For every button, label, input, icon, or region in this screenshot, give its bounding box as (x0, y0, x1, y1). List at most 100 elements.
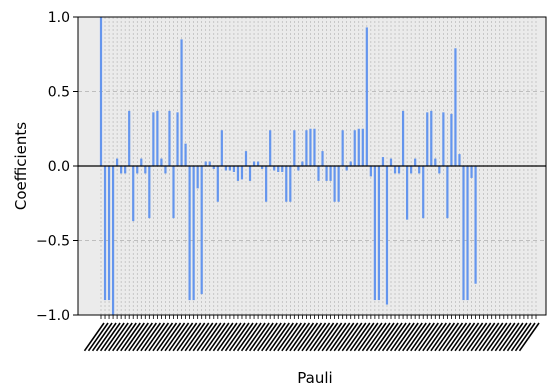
x-tick-label-glyphs (184, 322, 206, 352)
x-tick-label-glyphs (208, 322, 230, 352)
x-tick-label-glyphs (418, 322, 439, 352)
bar (277, 166, 280, 172)
bar (172, 166, 175, 219)
x-tick-label-glyphs (128, 322, 149, 352)
bar (216, 166, 219, 202)
x-tick-label-glyphs (398, 322, 419, 352)
x-tick-label-glyphs (228, 322, 250, 352)
bar (132, 166, 135, 222)
bar (152, 112, 155, 166)
x-tick-label-glyphs (244, 322, 266, 352)
x-tick-label-glyphs (180, 322, 202, 352)
bar (208, 161, 211, 166)
x-tick-label-glyphs (333, 322, 355, 352)
bar (200, 166, 203, 295)
x-tick-label-glyphs (277, 322, 298, 352)
x-tick-label-glyphs (458, 322, 480, 352)
bar (281, 166, 284, 172)
x-tick-label-glyphs (176, 322, 198, 352)
x-tick-label-glyphs (325, 322, 347, 352)
x-tick-label-glyphs (212, 322, 234, 352)
bar (418, 166, 421, 174)
bar (192, 166, 195, 301)
x-tick-label-glyphs (406, 322, 427, 352)
bar (180, 39, 183, 166)
bar (176, 112, 179, 166)
bar (120, 166, 123, 174)
x-tick-label-glyphs (438, 322, 460, 352)
x-tick-label-glyphs (490, 322, 512, 352)
bar (458, 154, 461, 166)
bar (136, 166, 139, 174)
bar (196, 166, 199, 189)
x-tick-label-glyphs (172, 322, 194, 352)
bar (446, 166, 449, 219)
x-tick-label-glyphs (204, 322, 226, 352)
x-tick-label-glyphs (144, 322, 166, 352)
x-tick-label-glyphs (281, 322, 303, 352)
x-tick-label-glyphs (240, 322, 262, 352)
x-tick-label-glyphs (369, 322, 391, 352)
bar (377, 166, 381, 301)
x-tick-label-glyphs (514, 322, 536, 352)
bar (164, 166, 167, 174)
x-tick-label-glyphs (261, 322, 282, 352)
x-tick-label-glyphs (506, 322, 528, 352)
x-tick-label-glyphs (120, 322, 141, 352)
bar (329, 166, 332, 181)
bar (293, 130, 296, 166)
x-tick-label-glyphs (442, 322, 464, 352)
x-tick-label-glyphs (414, 322, 435, 352)
x-tick-label-glyphs (152, 322, 174, 352)
x-tick-label-glyphs (160, 322, 182, 352)
x-tick-label-glyphs (269, 322, 290, 352)
bar (430, 110, 433, 166)
bar (434, 158, 437, 166)
bar (99, 17, 103, 166)
y-axis-label: Coefficients (12, 122, 30, 210)
x-tick-label-glyphs (273, 322, 294, 352)
x-tick-label-glyphs (466, 322, 488, 352)
bar (224, 166, 227, 171)
bar (309, 128, 312, 166)
x-tick-label-glyphs (232, 322, 254, 352)
x-tick-label-glyphs (265, 322, 286, 352)
bar (148, 166, 151, 219)
x-tick-label-glyphs (309, 322, 331, 352)
bar (220, 130, 223, 166)
x-tick-label-glyphs (349, 322, 371, 352)
x-tick-label-glyphs (216, 322, 238, 352)
x-tick-label-glyphs (446, 322, 468, 352)
x-tick-label-glyphs (257, 322, 278, 352)
bar (422, 166, 425, 219)
bar (353, 130, 356, 166)
bar (244, 151, 248, 166)
x-tick-label-glyphs (285, 322, 307, 352)
bar (301, 161, 304, 166)
bar (410, 166, 413, 174)
bar (337, 166, 340, 202)
x-tick-label-glyphs (434, 322, 456, 352)
x-tick-label-glyphs (313, 322, 335, 352)
x-tick-label-glyphs (317, 322, 339, 352)
bar (365, 27, 368, 167)
bars (99, 17, 477, 315)
bar (285, 166, 288, 202)
x-tick-label-glyphs (321, 322, 343, 352)
bar (273, 166, 276, 171)
x-axis-label: Pauli (297, 369, 332, 387)
x-tick-label-glyphs (192, 322, 214, 352)
x-tick-label-glyphs (389, 322, 411, 352)
x-tick-label-glyphs (253, 322, 274, 352)
y-tick-label: −1.0 (36, 308, 70, 324)
x-tick-label-glyphs (357, 322, 379, 352)
x-tick-label-glyphs (373, 322, 395, 352)
bar (212, 166, 215, 169)
x-tick-label-glyphs (108, 322, 129, 352)
bar (248, 166, 252, 181)
x-tick-label-glyphs (140, 322, 162, 352)
x-tick-label-glyphs (103, 322, 125, 352)
x-tick-label-glyphs (510, 322, 532, 352)
bar (426, 112, 429, 166)
bar (345, 166, 348, 171)
